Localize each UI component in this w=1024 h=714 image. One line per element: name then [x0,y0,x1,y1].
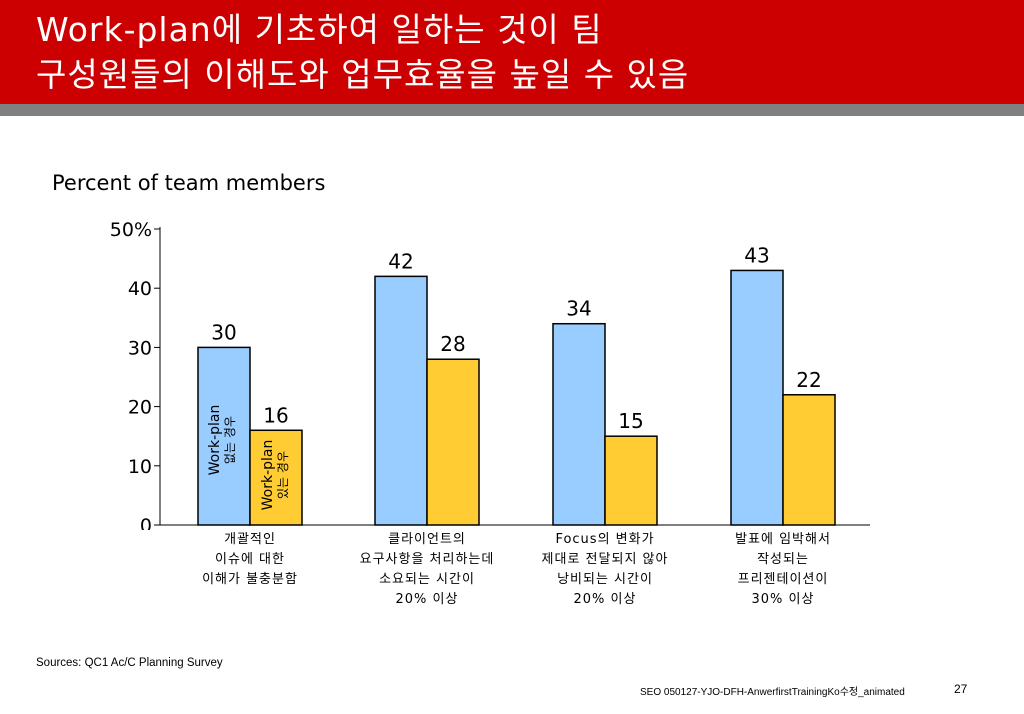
category-label-line: 제대로 전달되지 않아 [541,552,669,567]
bar [782,394,836,526]
data-label: 43 [744,243,769,267]
category-label-line: 이해가 불충분함 [202,572,298,587]
category-label-line: 이슈에 대한 [215,552,285,567]
category-label-line: 프리젠테이션이 [737,572,829,587]
y-tick-label: 10 [128,456,152,478]
series-label: Work-plan 있는 경우 [260,440,290,511]
footer-reference: SEO 050127-YJO-DFH-AnwerfirstTrainingKo수… [640,687,905,698]
title-banner-stripe [0,104,1024,116]
category-label-line: 낭비되는 시간이 [557,572,653,587]
series-label-line: 없는 경우 [223,416,237,464]
data-label: 22 [796,368,821,392]
y-tick-label: 40 [128,278,152,300]
y-tick-label: 20 [128,397,152,419]
category-label-line: Focus의 변화가 [555,532,655,547]
category-label-line: 개괄적인 [224,532,276,547]
slide-title-line-2: 구성원들의 이해도와 업무효율을 높일 수 있음 [36,55,690,94]
sources-note: Sources: QC1 Ac/C Planning Survey [36,657,223,669]
category-label-line: 30% 이상 [751,592,815,607]
category-label-line: 20% 이상 [573,592,637,607]
bar [374,275,428,526]
series-label: Work-plan 없는 경우 [207,405,237,476]
title-banner [0,0,1024,104]
bar [730,269,784,526]
bar [249,429,303,526]
category-label-line: 20% 이상 [395,592,459,607]
bar [604,435,658,526]
data-label: 16 [263,403,288,427]
data-label: 30 [211,320,236,344]
bar [197,346,251,526]
data-label: 42 [388,249,413,273]
category-label-line: 요구사항을 처리하는데 [359,552,495,567]
y-tick-label: 50% [110,219,152,241]
bar [552,322,606,526]
series-label-line: Work-plan [260,440,276,511]
series-label-line: 있는 경우 [276,451,290,499]
chart-subtitle: Percent of team members [52,171,326,195]
data-label: 34 [566,297,591,321]
series-label-line: Work-plan [207,405,223,476]
data-label: 15 [618,409,643,433]
data-label: 28 [440,332,465,356]
y-tick-label: 0 [140,515,152,530]
category-label-line: 발표에 임박해서 [735,532,831,547]
category-label-line: 작성되는 [757,552,809,567]
slide-title-line-1: Work-plan에 기초하여 일하는 것이 팀 [36,10,603,49]
y-tick-label: 30 [128,337,152,359]
bar [426,358,480,526]
category-label-line: 클라이언트의 [388,532,466,547]
category-label-line: 소요되는 시간이 [379,572,475,587]
page-number: 27 [954,682,968,696]
